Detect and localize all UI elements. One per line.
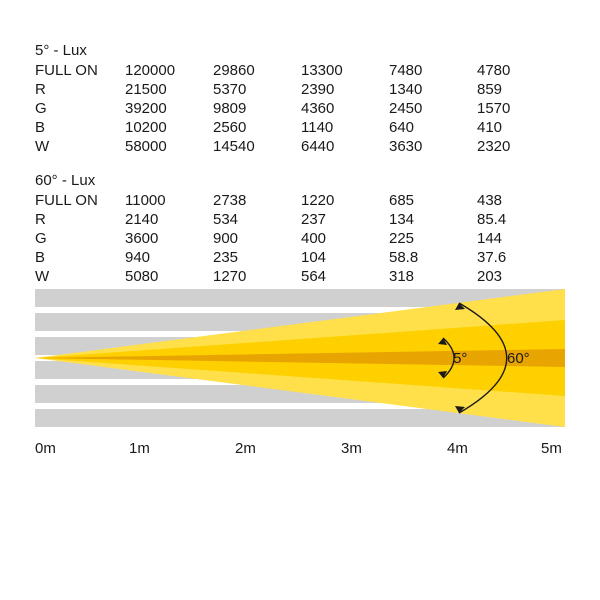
cell: 1140 [301,118,389,137]
table-row: W5800014540644036302320 [35,137,565,156]
table-row: G392009809436024501570 [35,99,565,118]
cell: 564 [301,267,389,286]
cell: 134 [389,210,477,229]
svg-text:60°: 60° [507,350,530,367]
cell: 29860 [213,61,301,80]
cell: 144 [477,229,565,248]
cell: 237 [301,210,389,229]
cell: 400 [301,229,389,248]
row-label: W [35,137,125,156]
table-row: FULL ON120000298601330074804780 [35,61,565,80]
table-row: B94023510458.837.6 [35,248,565,267]
cell: 58.8 [389,248,477,267]
distance-axis: 0m 1m 2m 3m 4m 5m [35,440,565,457]
cell: 410 [477,118,565,137]
cell: 438 [477,191,565,210]
cell: 2390 [301,80,389,99]
cell: 1270 [213,267,301,286]
cell: 2140 [125,210,213,229]
row-label: R [35,80,125,99]
cell: 39200 [125,99,213,118]
cell: 534 [213,210,301,229]
table-row: W50801270564318203 [35,267,565,286]
cell: 21500 [125,80,213,99]
row-label: R [35,210,125,229]
cell: 9809 [213,99,301,118]
cell: 4780 [477,61,565,80]
table-row: R21500537023901340859 [35,80,565,99]
cell: 104 [301,248,389,267]
cell: 203 [477,267,565,286]
table-row: R214053423713485.4 [35,210,565,229]
cell: 37.6 [477,248,565,267]
cell: 859 [477,80,565,99]
cell: 1570 [477,99,565,118]
cell: 7480 [389,61,477,80]
cell: 2738 [213,191,301,210]
table-row: G3600900400225144 [35,229,565,248]
row-label: FULL ON [35,191,125,210]
table-row: FULL ON1100027381220685438 [35,191,565,210]
table-60deg: FULL ON1100027381220685438R2140534237134… [35,191,565,286]
cell: 1340 [389,80,477,99]
cell: 900 [213,229,301,248]
cell: 10200 [125,118,213,137]
row-label: B [35,118,125,137]
beam-spread-diagram: 5° 60° [35,288,565,428]
cell: 5080 [125,267,213,286]
cell: 940 [125,248,213,267]
cell: 11000 [125,191,213,210]
table-5deg: FULL ON120000298601330074804780R21500537… [35,61,565,156]
table-row: B1020025601140640410 [35,118,565,137]
cell: 14540 [213,137,301,156]
cell: 225 [389,229,477,248]
cell: 13300 [301,61,389,80]
cell: 2450 [389,99,477,118]
cell: 4360 [301,99,389,118]
cell: 2320 [477,137,565,156]
row-label: W [35,267,125,286]
row-label: G [35,229,125,248]
cell: 640 [389,118,477,137]
cell: 1220 [301,191,389,210]
cell: 120000 [125,61,213,80]
row-label: FULL ON [35,61,125,80]
lux-tables: 5° - Lux FULL ON120000298601330074804780… [35,40,565,286]
cell: 235 [213,248,301,267]
cell: 685 [389,191,477,210]
row-label: G [35,99,125,118]
cell: 85.4 [477,210,565,229]
table-5deg-title: 5° - Lux [35,40,565,61]
cell: 58000 [125,137,213,156]
cell: 2560 [213,118,301,137]
cell: 6440 [301,137,389,156]
row-label: B [35,248,125,267]
svg-text:5°: 5° [453,350,467,367]
cell: 318 [389,267,477,286]
cell: 3600 [125,229,213,248]
cell: 3630 [389,137,477,156]
table-60deg-title: 60° - Lux [35,170,565,191]
cell: 5370 [213,80,301,99]
